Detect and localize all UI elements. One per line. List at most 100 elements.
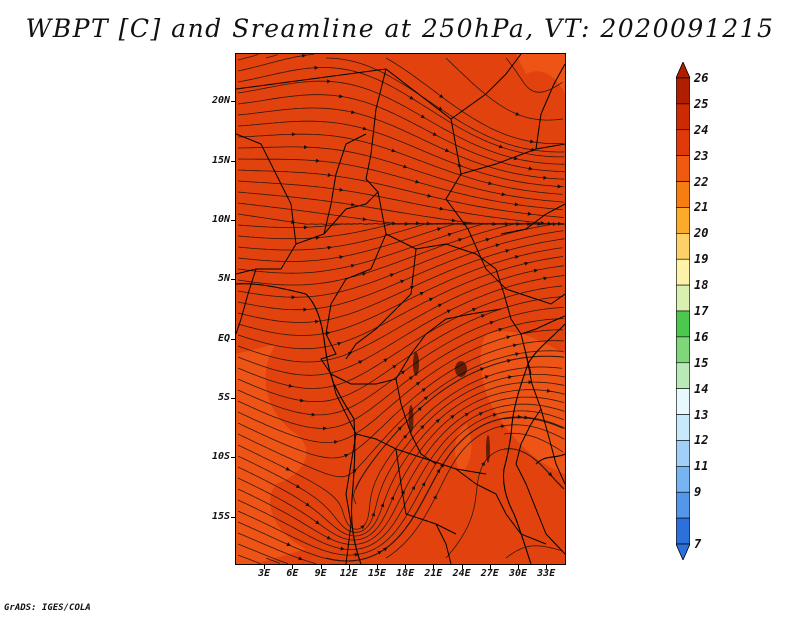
streamline-arrows <box>285 54 562 561</box>
streamline-arrow <box>362 217 367 222</box>
streamline-arrow <box>392 221 397 226</box>
colorbar-label-19: 19 <box>694 252 709 267</box>
streamline-arrow <box>298 556 303 561</box>
map-panel <box>235 53 566 565</box>
map-title: WBPT [C] and Sreamline at 250hPa, VT: 20… <box>25 14 775 43</box>
streamline-arrow <box>485 237 490 242</box>
streamline-arrow <box>326 331 331 336</box>
colorbar-label-24: 24 <box>694 122 709 137</box>
streamline-arrow <box>371 512 376 517</box>
colorbar-swatch <box>676 491 690 519</box>
streamline <box>265 54 278 59</box>
lon-label-33e: 33E <box>537 568 556 579</box>
streamline-arrow <box>415 381 421 386</box>
streamline-arrow <box>484 375 490 379</box>
streamline <box>237 381 565 537</box>
streamline-arrow <box>403 434 408 439</box>
streamline-arrow <box>433 494 437 500</box>
streamline-arrow <box>508 375 513 380</box>
streamline-arrow <box>489 320 495 325</box>
colorbar-swatch <box>676 258 690 286</box>
streamline-arrow <box>471 308 477 312</box>
streamline-arrow <box>326 535 332 540</box>
streamline <box>237 389 565 541</box>
streamline-arrow <box>404 221 409 226</box>
streamline <box>237 532 317 564</box>
streamline <box>237 54 315 72</box>
lat-label-10n: 10N <box>211 214 230 226</box>
streamline-arrow <box>300 398 305 403</box>
streamline-arrow <box>512 343 518 348</box>
lon-tick <box>405 564 407 569</box>
streamline <box>505 545 563 559</box>
streamline-arrow <box>403 164 408 169</box>
streamline-arrow <box>303 225 308 230</box>
colorbar-swatch <box>676 466 690 493</box>
streamline-arrow <box>480 314 486 318</box>
colorbar-swatch <box>676 388 690 415</box>
colorbar-label-21: 21 <box>694 200 709 215</box>
streamline-arrow <box>552 222 557 227</box>
streamline-arrow <box>409 95 414 100</box>
streamline-arrow <box>528 166 533 171</box>
streamline <box>237 256 564 350</box>
colorbar-swatch <box>676 414 690 441</box>
streamline-arrow <box>428 297 434 302</box>
streamline <box>237 410 564 556</box>
streamline-arrow <box>323 426 327 431</box>
streamline-arrow <box>301 54 307 58</box>
lat-tick <box>231 516 236 518</box>
colorbar-swatch <box>676 207 690 234</box>
streamline-arrow <box>526 222 531 227</box>
streamline-arrow <box>492 221 497 226</box>
lon-tick <box>489 564 491 569</box>
streamline-arrow <box>546 388 551 393</box>
streamline-arrow <box>350 110 356 114</box>
streamline-arrow <box>339 187 344 192</box>
streamline-arrow <box>439 206 444 211</box>
streamline-arrow <box>516 221 521 226</box>
streamline-arrow <box>311 412 316 417</box>
streamline-arrow <box>400 370 406 375</box>
colorbar <box>676 62 690 560</box>
colorbar-label-15: 15 <box>694 355 709 370</box>
streamline-arrow <box>291 132 296 137</box>
streamline-arrow <box>529 139 535 144</box>
streamline-arrow <box>360 525 365 530</box>
colorbar-swatch <box>676 233 690 260</box>
lon-label-6e: 6E <box>286 568 299 579</box>
streamline-arrow <box>506 335 511 340</box>
streamline-arrow <box>420 114 426 119</box>
colorbar-label-14: 14 <box>694 381 709 396</box>
streamline-arrow <box>540 221 545 225</box>
streamline <box>237 403 565 551</box>
streamline-arrow <box>397 426 402 431</box>
streamline <box>237 120 564 188</box>
streamline-arrow <box>421 481 426 487</box>
streamline-arrow <box>557 184 562 189</box>
streamline-arrow <box>362 272 367 276</box>
streamline-arrow <box>408 376 414 381</box>
colorbar-label-18: 18 <box>694 278 709 293</box>
great-lakes <box>408 352 490 463</box>
streamline-arrow <box>517 414 522 419</box>
streamline-arrow <box>419 292 424 296</box>
colorbar-swatch <box>676 155 690 182</box>
lon-label-18e: 18E <box>396 568 415 579</box>
streamline <box>325 416 565 562</box>
streamline-arrow <box>504 222 509 227</box>
streamline-arrow <box>514 202 519 207</box>
colorbar-swatch <box>676 362 690 389</box>
streamline-arrow <box>383 547 388 552</box>
streamline <box>265 557 281 564</box>
streamline-arrow <box>354 552 359 557</box>
lon-label-27e: 27E <box>480 568 499 579</box>
lon-tick <box>292 564 294 569</box>
streamline-arrow <box>481 461 485 467</box>
colorbar-label-20: 20 <box>694 226 709 241</box>
streamline <box>237 554 261 564</box>
streamline-arrow <box>315 158 320 163</box>
coastline <box>236 283 565 564</box>
streamline-arrow <box>450 415 455 419</box>
country-borders <box>236 54 565 564</box>
